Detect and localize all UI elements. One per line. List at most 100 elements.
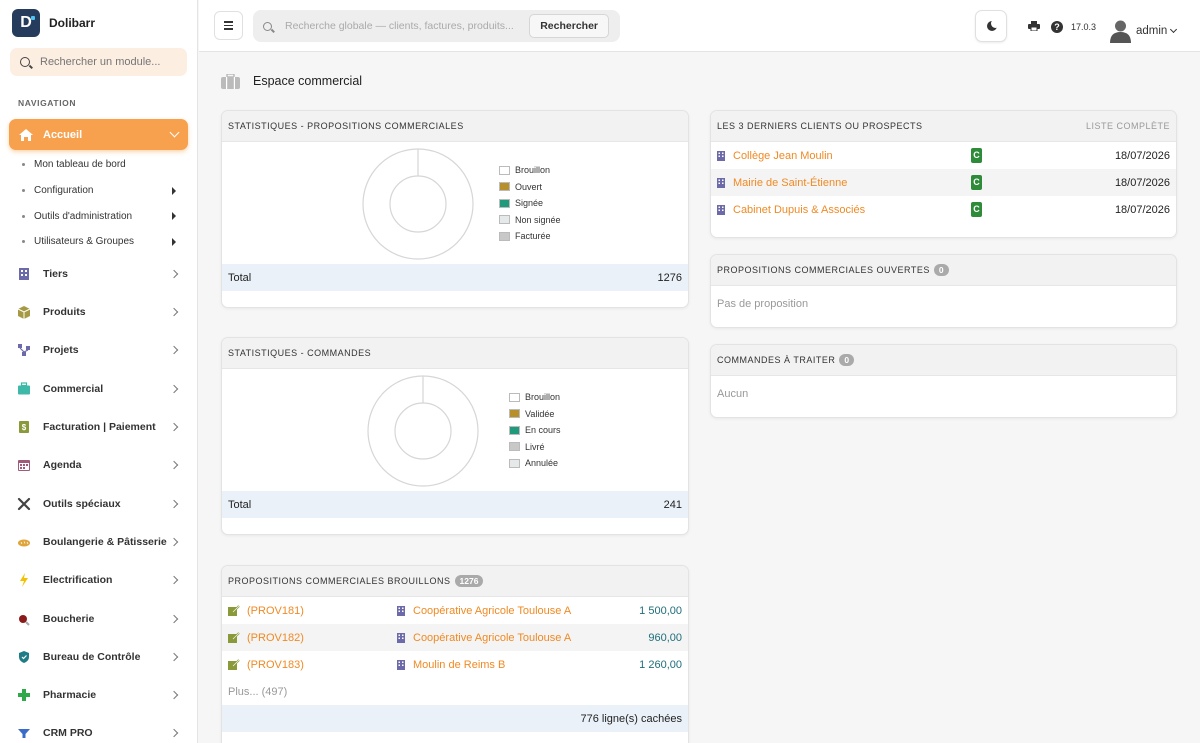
client-link[interactable]: Coopérative Agricole Toulouse A — [413, 631, 572, 644]
global-search-input[interactable] — [285, 20, 525, 32]
legend-entry[interactable]: Non signée — [499, 212, 561, 229]
sidebar-item-crm-pro[interactable]: CRM PRO — [0, 714, 197, 743]
date-value: 18/07/2026 — [1114, 176, 1170, 189]
search-button[interactable]: Rechercher — [529, 14, 609, 38]
chart-legend: Brouillon Ouvert Signée Non signée Facturée — [499, 162, 561, 245]
sidebar-item-boucherie[interactable]: Boucherie — [0, 599, 197, 637]
sidebar-item-produits[interactable]: Produits — [0, 293, 197, 331]
legend-entry[interactable]: Brouillon — [509, 389, 561, 406]
client-link[interactable]: Mairie de Saint-Étienne — [733, 176, 848, 189]
sidebar-item-commercial[interactable]: Commercial — [0, 370, 197, 408]
sidebar-item-bureau-de-contr-le[interactable]: Bureau de Contrôle — [0, 638, 197, 676]
date-value: 18/07/2026 — [1114, 203, 1170, 216]
bolt-icon — [17, 573, 31, 588]
chevron-down-icon — [169, 127, 180, 138]
legend-label: En cours — [525, 425, 561, 436]
chevron-right-icon — [169, 499, 179, 508]
sidebar-item-agenda[interactable]: Agenda — [0, 446, 197, 484]
card-title: LES 3 DERNIERS CLIENTS OU PROSPECTS LIST… — [711, 111, 1176, 142]
legend-entry[interactable]: Facturée — [499, 228, 561, 245]
submenu-item[interactable]: Configuration — [0, 178, 197, 204]
proposals-stats-card: STATISTIQUES - PROPOSITIONS COMMERCIALES… — [221, 110, 689, 308]
total-row: Total 1276 — [222, 264, 688, 291]
legend-entry[interactable]: Livré — [509, 439, 561, 456]
last-clients-card: LES 3 DERNIERS CLIENTS OU PROSPECTS LIST… — [710, 110, 1177, 238]
empty-message: Pas de proposition — [717, 297, 809, 310]
building-icon — [717, 177, 725, 188]
chevron-right-icon — [169, 422, 179, 432]
proposal-ref-link[interactable]: (PROV182) — [247, 631, 304, 644]
legend-label: Signée — [515, 198, 544, 209]
chevron-down-icon[interactable] — [1169, 25, 1178, 34]
bullet-icon — [22, 189, 25, 193]
chevron-right-icon — [169, 307, 179, 317]
svg-text:$: $ — [22, 423, 27, 432]
avatar[interactable] — [1110, 19, 1131, 43]
sidebar-item-projets[interactable]: Projets — [0, 331, 197, 369]
client-link[interactable]: Coopérative Agricole Toulouse A — [413, 604, 572, 617]
module-search-input[interactable] — [40, 56, 180, 68]
client-link[interactable]: Moulin de Reims B — [413, 658, 506, 671]
username[interactable]: admin — [1136, 25, 1168, 37]
legend-entry[interactable]: Signée — [499, 195, 561, 212]
more-link[interactable]: Plus... (497) — [228, 685, 288, 698]
legend-entry[interactable]: En cours — [509, 422, 561, 439]
submenu-item[interactable]: Mon tableau de bord — [0, 152, 197, 178]
chevron-right-icon — [169, 614, 179, 623]
sidebar-item-boulangerie-p-tisserie[interactable]: Boulangerie & Pâtisserie — [0, 523, 197, 561]
printer-icon[interactable] — [1028, 21, 1040, 31]
customer-type-badge: C — [971, 148, 982, 163]
submenu-item[interactable]: Outils d'administration — [0, 203, 197, 229]
card-title: COMMANDES À TRAITER 0 — [711, 345, 1176, 376]
sidebar-item-label: Boucherie — [43, 612, 95, 625]
sidebar-item-accueil[interactable]: Accueil — [9, 119, 188, 150]
card-title: STATISTIQUES - COMMANDES — [222, 338, 688, 369]
client-link[interactable]: Cabinet Dupuis & Associés — [733, 203, 866, 216]
sidebar-item-label: Boulangerie & Pâtisserie — [43, 535, 167, 548]
sidebar: D Dolibarr NAVIGATION Accueil Mon tablea… — [0, 0, 198, 743]
legend-swatch — [509, 425, 520, 435]
dark-mode-toggle-icon[interactable] — [975, 10, 1007, 42]
amount-value: 1 260,00 — [639, 658, 682, 671]
sidebar-item-facturation-paiement[interactable]: $ Facturation | Paiement — [0, 408, 197, 446]
orders-donut-chart: Brouillon Validée En cours Livré Annulée — [222, 369, 688, 491]
sidebar-item-outils-sp-ciaux[interactable]: Outils spéciaux — [0, 485, 197, 523]
hidden-lines-row: 776 ligne(s) cachées — [222, 705, 688, 732]
legend-swatch — [499, 215, 510, 225]
sidebar-item-pharmacie[interactable]: Pharmacie — [0, 676, 197, 714]
sidebar-item-tiers[interactable]: Tiers — [0, 255, 197, 293]
amount-value: 960,00 — [648, 631, 682, 644]
table-row: Cabinet Dupuis & Associés C 18/07/2026 — [711, 196, 1176, 223]
proposal-ref-link[interactable]: (PROV181) — [247, 604, 304, 617]
count-badge: 0 — [839, 354, 855, 366]
search-icon — [20, 57, 30, 67]
legend-entry[interactable]: Ouvert — [499, 179, 561, 196]
legend-entry[interactable]: Brouillon — [499, 162, 561, 179]
sidebar-item-electrification[interactable]: Electrification — [0, 561, 197, 599]
dolibarr-logo-icon: D — [12, 9, 40, 37]
brand[interactable]: D Dolibarr — [0, 0, 197, 46]
client-link[interactable]: Collège Jean Moulin — [733, 149, 833, 162]
legend-entry[interactable]: Annulée — [509, 455, 561, 472]
full-list-link[interactable]: LISTE COMPLÈTE — [1085, 121, 1170, 131]
bread-icon — [17, 535, 31, 549]
search-icon — [263, 21, 272, 31]
box-icon — [17, 305, 31, 320]
legend-entry[interactable]: Validée — [509, 406, 561, 423]
brand-name: Dolibarr — [49, 16, 96, 30]
module-search[interactable] — [10, 48, 187, 76]
proposal-ref-link[interactable]: (PROV183) — [247, 658, 304, 671]
bullet-icon — [22, 214, 25, 218]
submenu-item-label: Configuration — [34, 185, 94, 197]
bullet-icon — [22, 240, 25, 244]
legend-label: Validée — [525, 408, 555, 419]
submenu-item[interactable]: Utilisateurs & Groupes — [0, 229, 197, 255]
donut-chart-svg — [367, 375, 479, 487]
shield-icon — [17, 650, 31, 664]
legend-swatch — [509, 409, 520, 419]
total-value: 241 — [663, 498, 682, 511]
help-icon[interactable]: ? — [1051, 21, 1063, 33]
card-title: STATISTIQUES - PROPOSITIONS COMMERCIALES — [222, 111, 688, 142]
menu-toggle-button[interactable] — [214, 11, 243, 40]
chevron-right-icon — [169, 576, 179, 585]
